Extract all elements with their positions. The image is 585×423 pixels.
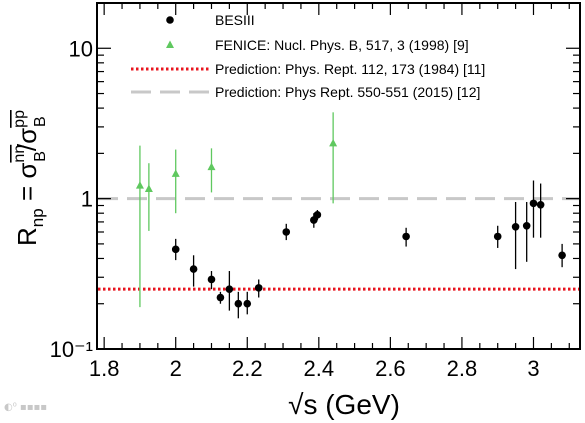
besiii-point (493, 232, 502, 241)
x-tick-label: 2.8 (447, 356, 478, 381)
x-tick-label: 2.2 (232, 356, 263, 381)
besiii-point (529, 199, 538, 208)
x-tick-label: 3 (527, 356, 539, 381)
besiii-point (536, 200, 545, 209)
legend-label: Prediction: Phys. Rept. 112, 173 (1984) … (215, 61, 485, 77)
x-axis-label: √s (GeV) (288, 389, 400, 420)
legend-label: BESIII (215, 12, 255, 28)
fenice-point (329, 138, 338, 147)
besiii-point (254, 284, 263, 292)
y-tick-label: 10⁻¹ (50, 337, 93, 362)
besiii-point (313, 211, 322, 219)
legend-marker (166, 40, 174, 48)
legend-marker (166, 16, 174, 24)
besiii-point (511, 222, 520, 231)
fenice-point (207, 162, 216, 171)
besiii-point (189, 265, 198, 273)
watermark-logo: ◐⁰ ▪▪▪▪ (4, 402, 48, 413)
legend-besiii: BESIII (166, 12, 255, 28)
y-axis-label: Rnp = σnn B/σpp B (11, 110, 49, 246)
fenice-point (171, 169, 180, 177)
plot-frame (96, 2, 581, 350)
besiii-point (234, 299, 243, 308)
besiii-point (558, 251, 566, 260)
besiii-point (216, 293, 225, 302)
x-tick-label: 1.8 (89, 356, 120, 381)
legend-label: Prediction: Phys Rept. 550-551 (2015) [1… (215, 84, 480, 100)
x-tick-label: 2 (170, 356, 182, 381)
besiii-point (171, 245, 180, 254)
legend-label: FENICE: Nucl. Phys. B, 517, 3 (1998) [9] (215, 37, 469, 53)
besiii-point (207, 275, 216, 284)
legend-prediction-2015: Prediction: Phys Rept. 550-551 (2015) [1… (131, 84, 480, 100)
x-tick-label: 2.6 (375, 356, 406, 381)
y-tick-label: 1 (81, 187, 93, 212)
fenice-point (144, 184, 153, 192)
besiii-point (282, 228, 291, 236)
besiii-point (225, 285, 234, 293)
x-tick-label: 2.4 (304, 356, 335, 381)
besiii-point (243, 299, 252, 308)
fenice-point (135, 181, 144, 189)
legend-fenice: FENICE: Nucl. Phys. B, 517, 3 (1998) [9] (166, 37, 469, 53)
besiii-point (522, 221, 531, 230)
besiii-point (402, 232, 410, 241)
legend-prediction-1984: Prediction: Phys. Rept. 112, 173 (1984) … (131, 61, 485, 77)
y-tick-label: 10 (69, 36, 93, 61)
